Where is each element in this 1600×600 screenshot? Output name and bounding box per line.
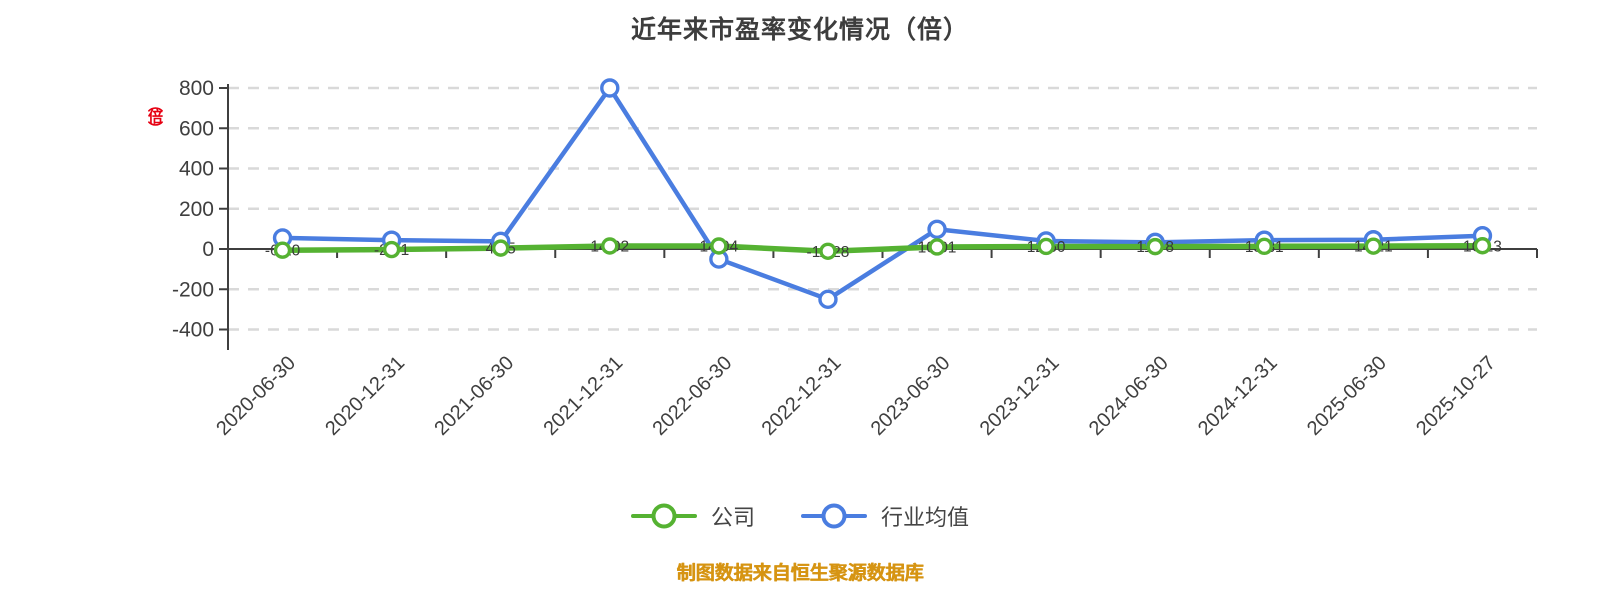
y-axis-tick-label: -400 [172, 319, 214, 342]
x-axis-tick-label: 2021-12-31 [539, 352, 627, 440]
data-point-marker[interactable] [818, 289, 838, 310]
industry-marker-icon [821, 503, 847, 529]
chart-title: 近年来市盈率变化情况（倍） [630, 16, 969, 44]
company-marker-icon [651, 503, 677, 529]
x-axis-tick-label: 2022-12-31 [758, 352, 846, 440]
x-axis-tick-label: 2022-06-30 [649, 352, 737, 440]
y-axis-tick-label: 600 [179, 117, 214, 140]
data-point-marker[interactable] [492, 239, 510, 257]
y-axis-tick-label: 0 [202, 238, 214, 261]
x-axis-tick-label: 2024-06-30 [1085, 352, 1173, 440]
industry-series-swatch [801, 503, 867, 529]
data-point-marker[interactable] [710, 237, 728, 255]
legend-label-industry-average: 行业均值 [881, 505, 970, 530]
legend-label-company: 公司 [710, 505, 755, 530]
data-point-marker[interactable] [273, 241, 292, 259]
x-axis-tick-label: 2023-12-31 [976, 352, 1064, 440]
data-source-note: 制图数据来自恒生聚源数据库 [676, 563, 924, 584]
data-point-marker[interactable] [1364, 237, 1383, 255]
data-point-marker[interactable] [1146, 237, 1164, 256]
data-point-marker[interactable] [1255, 237, 1273, 256]
x-axis-tick-label: 2024-12-31 [1194, 352, 1282, 440]
y-axis-tick-label: -200 [172, 278, 214, 301]
company-series-swatch [630, 503, 697, 529]
x-axis-tick-label: 2025-06-30 [1303, 352, 1391, 440]
data-point-marker[interactable] [382, 240, 401, 259]
y-axis-unit-label: （倍） [146, 97, 163, 133]
y-axis-tick-label: 400 [179, 158, 214, 181]
y-axis-tick-label: 200 [179, 198, 214, 221]
data-point-marker[interactable] [819, 242, 837, 260]
industry-series-line [280, 85, 1485, 302]
data-point-marker[interactable] [927, 219, 947, 239]
line-chart-canvas: 800 600 400 200 0 -200 -400 2020-06-30 2020-12-3… [172, 77, 1538, 440]
data-point-marker[interactable] [1037, 237, 1055, 256]
y-axis-tick-label: 800 [179, 77, 214, 100]
data-point-marker[interactable] [601, 237, 619, 255]
data-point-marker[interactable] [600, 78, 620, 98]
x-axis-tick-label: 2020-06-30 [212, 352, 300, 440]
legend-item-industry-average[interactable]: 行业均值 [801, 500, 969, 532]
x-axis-tick-label: 2025-10-27 [1412, 352, 1500, 440]
data-point-marker[interactable] [928, 238, 946, 256]
chart-legend: 公司 行业均值 [0, 500, 1600, 532]
data-point-marker[interactable] [1473, 237, 1492, 255]
legend-item-company[interactable]: 公司 [630, 500, 755, 532]
x-axis-tick-label: 2021-06-30 [430, 352, 518, 440]
x-axis-tick-label: 2023-06-30 [867, 352, 955, 440]
x-axis-tick-label: 2020-12-31 [321, 352, 409, 440]
company-series-line [279, 243, 1486, 255]
